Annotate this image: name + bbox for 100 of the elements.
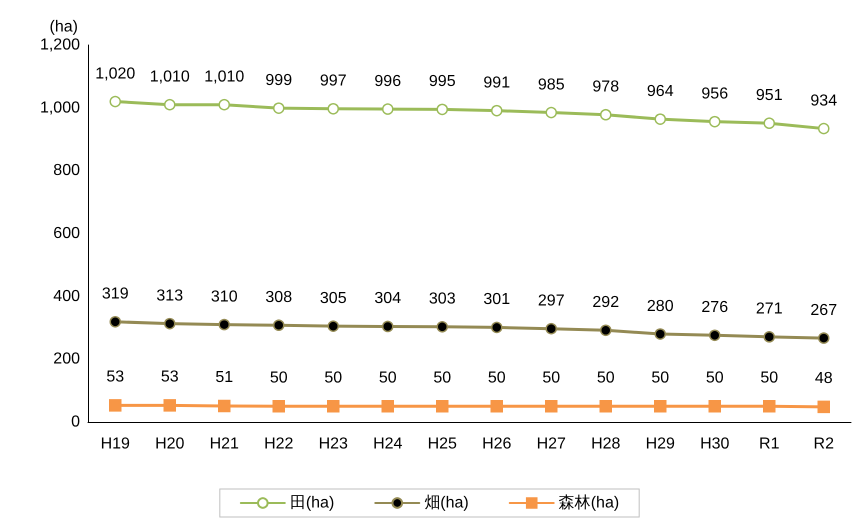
data-label: 301 [483, 291, 510, 308]
data-label: 51 [215, 369, 234, 386]
data-label: 934 [810, 92, 838, 110]
data-label: 304 [374, 290, 402, 308]
data-label: 956 [701, 85, 728, 102]
data-label: 50 [270, 370, 288, 387]
data-label: 50 [706, 370, 724, 387]
point [327, 400, 340, 413]
data-label: 267 [810, 302, 838, 319]
data-label: 280 [646, 298, 674, 315]
x-tick-label: H28 [591, 436, 621, 452]
data-label: 305 [320, 290, 347, 307]
data-label: 297 [538, 292, 565, 310]
point [818, 400, 830, 414]
data-label: 310 [210, 288, 238, 306]
data-label: 978 [592, 78, 620, 96]
x-tick-label: H21 [210, 436, 240, 452]
point [218, 318, 230, 330]
point [545, 400, 558, 413]
point [490, 400, 503, 413]
x-tick-label: R2 [814, 436, 834, 452]
x-tick-label: R1 [759, 436, 780, 452]
legend-label: 森林(ha) [558, 494, 620, 512]
data-label: 1,010 [204, 68, 244, 86]
x-tick-label: H24 [373, 436, 403, 452]
point [436, 400, 448, 413]
point [273, 319, 284, 331]
point [328, 320, 339, 332]
point [273, 102, 284, 114]
data-label: 50 [433, 370, 452, 387]
data-label: 271 [756, 300, 783, 318]
data-label: 53 [106, 368, 124, 386]
point [436, 104, 448, 116]
point [818, 122, 830, 134]
point [764, 331, 775, 343]
data-label: 995 [428, 73, 456, 90]
data-label: 999 [265, 72, 292, 89]
data-label: 50 [760, 370, 778, 387]
data-label: 951 [756, 86, 783, 104]
data-label: 50 [651, 370, 670, 387]
point [654, 113, 666, 125]
data-label: 50 [488, 370, 506, 387]
point [600, 324, 612, 336]
y-tick-label: 600 [53, 225, 80, 242]
point [109, 399, 122, 412]
legend-label: 田(ha) [290, 494, 334, 512]
point [491, 104, 502, 116]
data-label: 313 [156, 287, 184, 304]
point [491, 322, 502, 334]
legend-label: 畑(ha) [424, 494, 469, 512]
data-label: 48 [814, 370, 833, 388]
point [654, 400, 666, 413]
data-label: 997 [320, 72, 347, 90]
point [763, 400, 776, 413]
x-tick-label: H25 [428, 436, 458, 452]
point [600, 108, 612, 120]
point [600, 400, 612, 413]
x-tick-label: H26 [482, 436, 512, 452]
point [110, 96, 121, 108]
point [164, 399, 176, 412]
point [546, 106, 557, 118]
data-label: 1,020 [95, 65, 136, 82]
data-label: 292 [592, 294, 620, 312]
y-axis-title: (ha) [50, 18, 78, 36]
point [654, 328, 666, 340]
data-label: 50 [596, 370, 615, 387]
y-tick-label: 200 [53, 350, 80, 368]
point [272, 400, 285, 413]
point [764, 117, 775, 129]
point [818, 332, 830, 344]
data-label: 308 [265, 288, 292, 306]
data-label: 50 [324, 370, 342, 387]
data-label: 53 [160, 368, 179, 386]
data-label: 303 [428, 290, 456, 308]
x-tick-label: H30 [700, 436, 730, 452]
data-label: 985 [538, 76, 565, 94]
y-tick-label: 800 [53, 162, 80, 180]
point [709, 330, 720, 342]
point [328, 103, 339, 115]
point [436, 321, 448, 333]
point [709, 116, 720, 128]
data-label: 964 [646, 82, 674, 100]
y-tick-label: 1,200 [40, 36, 80, 54]
point [218, 400, 230, 412]
data-label: 50 [542, 370, 560, 387]
point [164, 98, 176, 110]
y-tick-label: 0 [71, 414, 80, 430]
x-tick-label: H29 [646, 436, 676, 452]
point [708, 400, 721, 413]
x-tick-label: H27 [536, 436, 566, 452]
x-tick-label: H20 [155, 436, 185, 452]
x-tick-label: H19 [100, 436, 130, 452]
data-label: 50 [378, 370, 397, 387]
y-tick-label: 1,000 [40, 99, 80, 116]
data-label: 991 [483, 74, 510, 92]
data-label: 319 [102, 286, 129, 303]
point [546, 322, 557, 334]
point [110, 316, 121, 328]
data-label: 276 [701, 299, 728, 316]
data-label: 1,010 [150, 68, 190, 86]
